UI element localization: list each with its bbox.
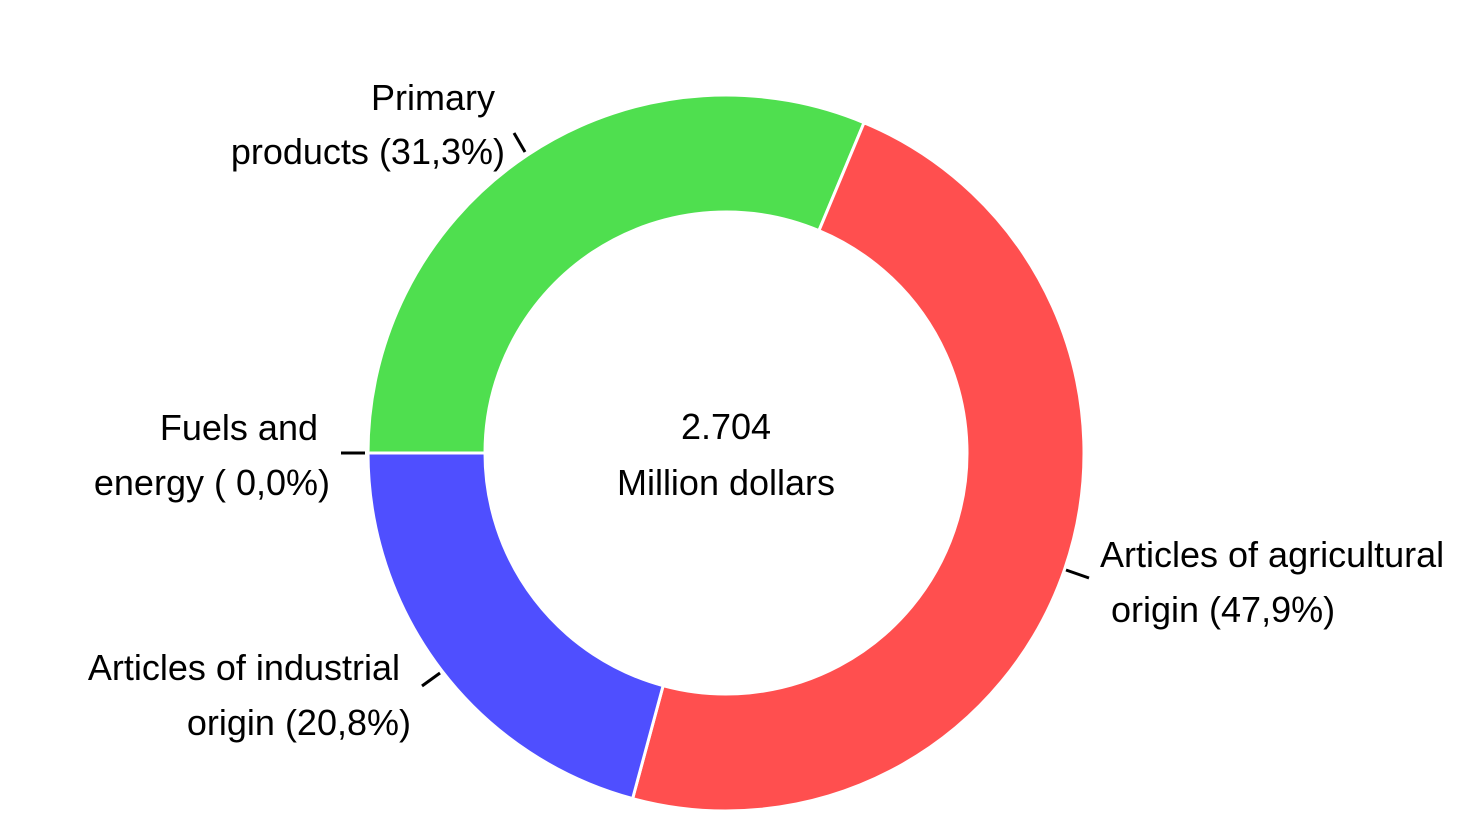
center-unit: Million dollars	[617, 462, 835, 503]
label-leader-line	[421, 671, 441, 688]
slice-label-line1: Articles of industrial	[88, 647, 400, 688]
slice-label-line2: origin (20,8%)	[187, 702, 411, 743]
donut-slice	[630, 120, 1086, 813]
label-leader-line	[512, 132, 527, 153]
slice-label-line2: energy ( 0,0%)	[94, 462, 330, 503]
slice-label-line1: Primary	[371, 77, 495, 118]
slices-layer	[366, 93, 1086, 813]
label-leader-line	[1065, 568, 1090, 580]
center-value: 2.704	[681, 406, 771, 447]
slice-label-line2: products (31,3%)	[231, 131, 505, 172]
slice-label-line1: Articles of agricultural	[1100, 534, 1444, 575]
donut-slice	[366, 451, 665, 801]
donut-slice	[366, 93, 867, 455]
slice-label-line2: origin (47,9%)	[1111, 589, 1335, 630]
labels-layer: Articles of agricultural origin (47,9%) Ar…	[88, 77, 1444, 743]
slice-label-line1: Fuels and	[160, 407, 318, 448]
